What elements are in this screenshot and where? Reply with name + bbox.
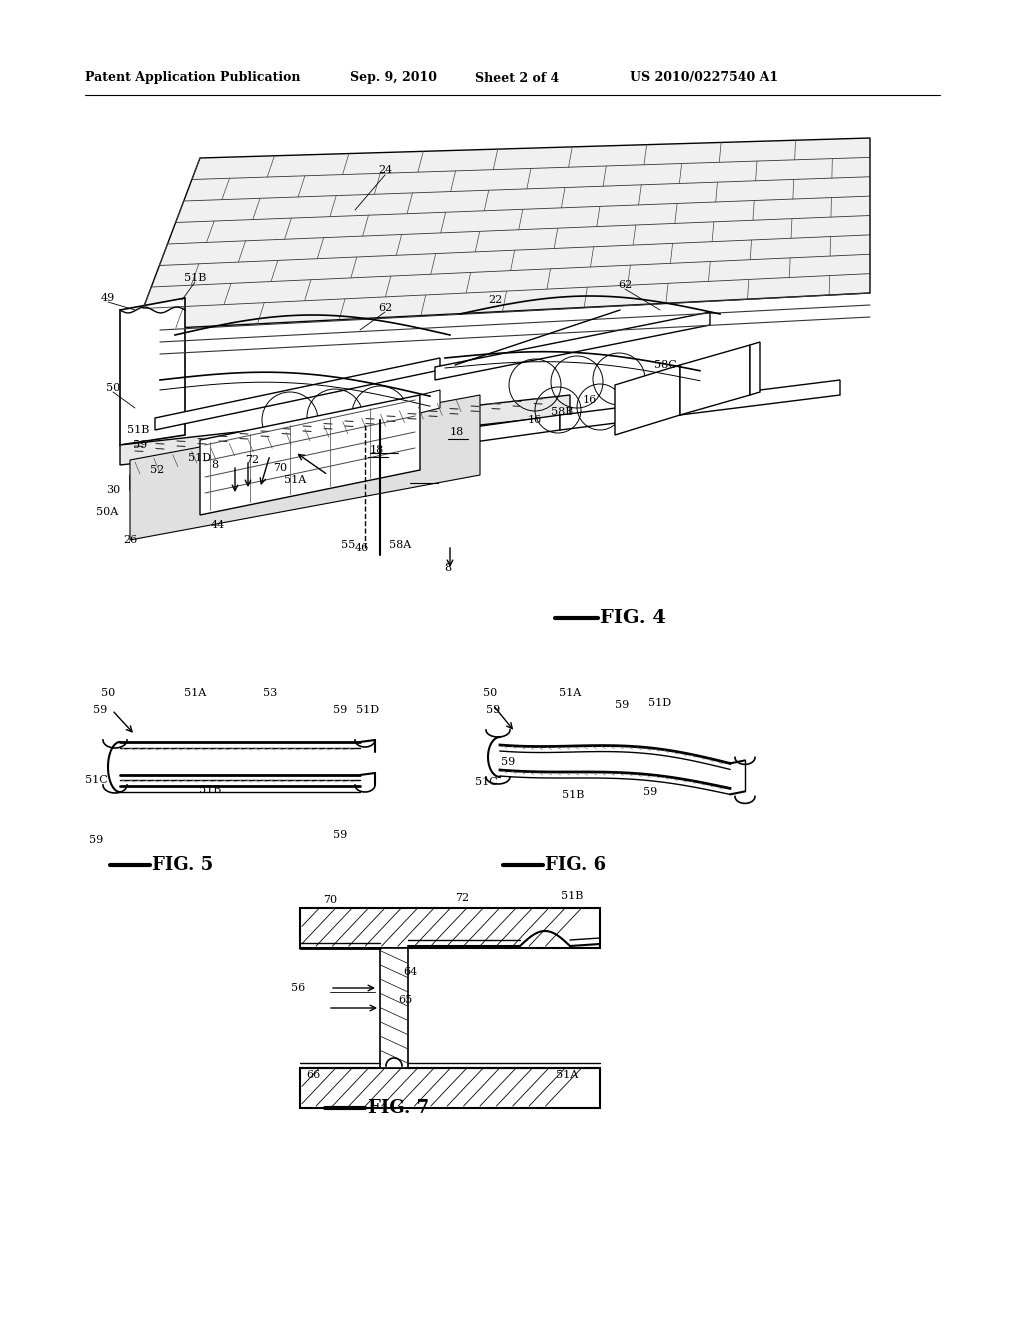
Text: 51B: 51B	[562, 789, 584, 800]
Text: 49: 49	[101, 293, 115, 304]
Text: 59: 59	[485, 705, 500, 715]
Polygon shape	[200, 395, 420, 515]
Text: 22: 22	[487, 294, 502, 305]
Text: 51A: 51A	[559, 688, 582, 698]
Polygon shape	[435, 312, 710, 380]
Text: 24: 24	[378, 165, 392, 176]
Polygon shape	[120, 395, 570, 465]
Polygon shape	[750, 342, 760, 395]
Polygon shape	[680, 345, 750, 414]
Text: 50: 50	[483, 688, 497, 698]
Text: US 2010/0227540 A1: US 2010/0227540 A1	[630, 71, 778, 84]
Text: 8: 8	[444, 564, 452, 573]
Polygon shape	[135, 139, 870, 330]
Text: 70: 70	[273, 463, 287, 473]
Text: 26: 26	[123, 535, 137, 545]
Text: 46: 46	[355, 543, 369, 553]
Polygon shape	[155, 358, 440, 430]
Polygon shape	[420, 389, 440, 413]
Text: 59: 59	[614, 700, 629, 710]
Text: 51C: 51C	[475, 777, 498, 787]
Text: 72: 72	[245, 455, 259, 465]
Text: 30: 30	[105, 484, 120, 495]
Text: 52: 52	[150, 465, 164, 475]
Text: 8: 8	[211, 459, 218, 470]
Text: 62: 62	[378, 304, 392, 313]
Text: 44: 44	[211, 520, 225, 531]
Text: FIG. 7: FIG. 7	[368, 1100, 429, 1117]
Polygon shape	[615, 366, 680, 436]
Text: 64: 64	[402, 968, 417, 977]
Text: 18: 18	[450, 426, 464, 437]
Text: Patent Application Publication: Patent Application Publication	[85, 71, 300, 84]
Text: 62: 62	[617, 280, 632, 290]
Text: 70: 70	[323, 895, 337, 906]
Polygon shape	[300, 908, 600, 948]
Text: 58B: 58B	[551, 407, 573, 417]
Text: 50: 50	[105, 383, 120, 393]
Text: 58C: 58C	[653, 360, 677, 370]
Text: 59: 59	[93, 705, 108, 715]
Text: 55: 55	[341, 540, 355, 550]
Text: 56: 56	[291, 983, 305, 993]
Text: 59: 59	[333, 830, 347, 840]
Text: FIG. 6: FIG. 6	[545, 855, 606, 874]
Text: 59: 59	[643, 787, 657, 797]
Polygon shape	[130, 414, 560, 490]
Text: 51A: 51A	[284, 475, 306, 484]
Text: Sep. 9, 2010: Sep. 9, 2010	[350, 71, 437, 84]
Text: 59: 59	[89, 836, 103, 845]
Text: FIG. 5: FIG. 5	[152, 855, 213, 874]
Text: 59: 59	[333, 705, 347, 715]
Polygon shape	[130, 395, 480, 540]
Text: 58A: 58A	[389, 540, 411, 550]
Polygon shape	[560, 380, 840, 430]
Text: 66: 66	[306, 1071, 321, 1080]
Text: 72: 72	[455, 894, 469, 903]
Text: 51B: 51B	[184, 273, 206, 282]
Text: 16: 16	[583, 395, 597, 405]
Text: FIG. 4: FIG. 4	[600, 609, 666, 627]
Text: 59: 59	[133, 440, 147, 450]
Text: 51D: 51D	[648, 698, 672, 708]
Text: 51B: 51B	[561, 891, 584, 902]
Polygon shape	[380, 948, 408, 1068]
Text: 53: 53	[263, 688, 278, 698]
Text: 65: 65	[398, 995, 412, 1005]
Text: 50A: 50A	[96, 507, 118, 517]
Polygon shape	[300, 1068, 600, 1107]
Polygon shape	[120, 298, 185, 445]
Text: 51A: 51A	[184, 688, 206, 698]
Text: 51B: 51B	[127, 425, 150, 436]
Text: 51A: 51A	[556, 1071, 579, 1080]
Text: 51B: 51B	[199, 785, 221, 795]
Text: 51C: 51C	[85, 775, 108, 785]
Text: Sheet 2 of 4: Sheet 2 of 4	[475, 71, 559, 84]
Text: 16: 16	[528, 414, 542, 425]
Text: 51D: 51D	[188, 453, 212, 463]
Text: 50: 50	[101, 688, 115, 698]
Text: 59: 59	[501, 756, 515, 767]
Text: 51D: 51D	[356, 705, 380, 715]
Text: 18: 18	[370, 445, 384, 455]
